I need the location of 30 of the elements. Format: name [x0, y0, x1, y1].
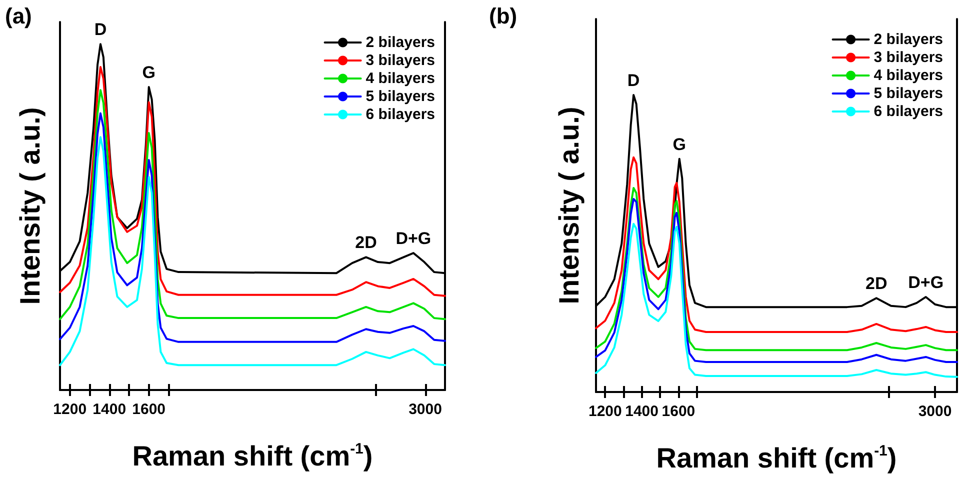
annotation: D+G [908, 272, 944, 292]
x-tick-label: 1400 [625, 403, 658, 420]
legend-label: 2 bilayers [366, 34, 436, 51]
annotation: D+G [396, 229, 432, 248]
annotation: 2D [866, 274, 888, 294]
legend-label: 5 bilayers [366, 88, 436, 105]
legend-label: 6 bilayers [366, 106, 436, 123]
y-axis-title: Intensity ( a.u.) [14, 107, 46, 305]
annotation: D [627, 71, 640, 90]
x-tick-label: 3000 [408, 401, 442, 418]
x-tick-label: 3000 [918, 403, 952, 420]
annotation: G [672, 134, 686, 154]
chart-title: (b) [489, 4, 518, 28]
legend-label: 3 bilayers [874, 49, 944, 66]
legend-label: 6 bilayers [874, 103, 944, 120]
x-tick-label: 1400 [92, 401, 126, 418]
annotation: G [142, 63, 156, 82]
chart-title: (a) [5, 4, 32, 28]
x-tick-label: 1200 [53, 401, 87, 418]
legend-label: 4 bilayers [874, 67, 944, 84]
annotation: 2D [355, 233, 377, 252]
legend-label: 4 bilayers [366, 70, 436, 87]
annotation: D [94, 20, 107, 40]
x-tick-label: 1600 [132, 401, 166, 418]
legend-label: 2 bilayers [874, 31, 944, 48]
y-axis-title: Intensity ( a.u.) [554, 106, 584, 304]
legend-label: 5 bilayers [874, 85, 944, 102]
x-tick-label: 1200 [588, 403, 622, 420]
x-tick-label: 1600 [662, 403, 696, 420]
legend-label: 3 bilayers [366, 52, 436, 69]
